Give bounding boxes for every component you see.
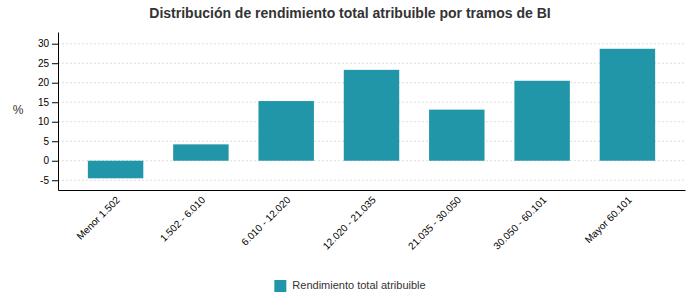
x-tick: 6.010 - 12.020 [239, 194, 293, 248]
legend-swatch [274, 280, 286, 292]
y-tick-mark [52, 102, 58, 103]
chart-svg: Distribución de rendimiento total atribu… [0, 0, 700, 300]
x-tick-label: Menor 1.502 [74, 194, 122, 242]
bar [514, 81, 569, 161]
y-tick-mark [52, 180, 58, 181]
y-tick-mark [52, 44, 58, 45]
bar [600, 49, 655, 161]
y-tick-label: 0 [43, 155, 49, 166]
chart-container: Distribución de rendimiento total atribu… [0, 0, 700, 300]
bar [173, 144, 228, 160]
grid-line [58, 180, 685, 181]
x-tick: Mayor 60.101 [583, 194, 634, 245]
y-tick: 0 [43, 155, 58, 166]
y-tick: 25 [38, 58, 58, 69]
y-tick: 15 [38, 97, 58, 108]
grid [58, 44, 685, 181]
x-tick: 1.502 - 6.010 [158, 194, 208, 244]
y-axis: -5 0 5 10 15 20 25 30 [38, 33, 59, 191]
y-tick: -5 [40, 175, 58, 186]
y-tick-mark [52, 122, 58, 123]
x-tick: 21.035 - 30.050 [406, 194, 464, 252]
y-tick-mark [52, 161, 58, 162]
y-tick-label: 5 [43, 136, 49, 147]
y-tick-label: 25 [38, 58, 50, 69]
y-tick-mark [52, 63, 58, 64]
y-tick-label: 20 [38, 77, 50, 88]
y-axis-line [58, 33, 59, 191]
y-tick-label: 30 [38, 38, 50, 49]
y-tick: 5 [43, 136, 58, 147]
x-axis-line [59, 190, 686, 191]
y-axis-title: % [13, 103, 24, 117]
y-tick-label: 10 [38, 116, 50, 127]
x-tick-label: 21.035 - 30.050 [406, 194, 464, 252]
legend-label: Rendimiento total atribuible [292, 279, 425, 291]
x-tick: Menor 1.502 [74, 194, 122, 242]
grid-line [58, 43, 685, 44]
x-tick: 12.020 - 21.035 [321, 194, 379, 252]
y-tick: 20 [38, 77, 58, 88]
x-axis: Menor 1.502 1.502 - 6.010 6.010 - 12.020 12… [59, 191, 686, 252]
y-tick: 10 [38, 116, 58, 127]
y-tick-mark [52, 83, 58, 84]
x-tick-label: 12.020 - 21.035 [321, 194, 379, 252]
y-tick-label: 15 [38, 97, 50, 108]
bar [344, 70, 399, 161]
bars [88, 49, 655, 179]
y-tick-label: -5 [40, 175, 49, 186]
bar [429, 110, 484, 161]
x-tick: 30.050 - 60.101 [491, 194, 549, 252]
x-tick-label: 1.502 - 6.010 [158, 194, 208, 244]
x-tick-label: Mayor 60.101 [583, 194, 634, 245]
bar [258, 101, 313, 161]
plot: -5 0 5 10 15 20 25 30 Menor 1.502 1.502 - 6.010 6.… [38, 33, 686, 252]
x-tick-label: 30.050 - 60.101 [491, 194, 549, 252]
title: Distribución de rendimiento total atribu… [149, 5, 550, 21]
legend: Rendimiento total atribuible [274, 279, 425, 292]
y-tick-mark [52, 141, 58, 142]
y-tick: 30 [38, 38, 58, 49]
grid-line [58, 63, 685, 64]
bar [88, 161, 143, 179]
x-tick-label: 6.010 - 12.020 [239, 194, 293, 248]
